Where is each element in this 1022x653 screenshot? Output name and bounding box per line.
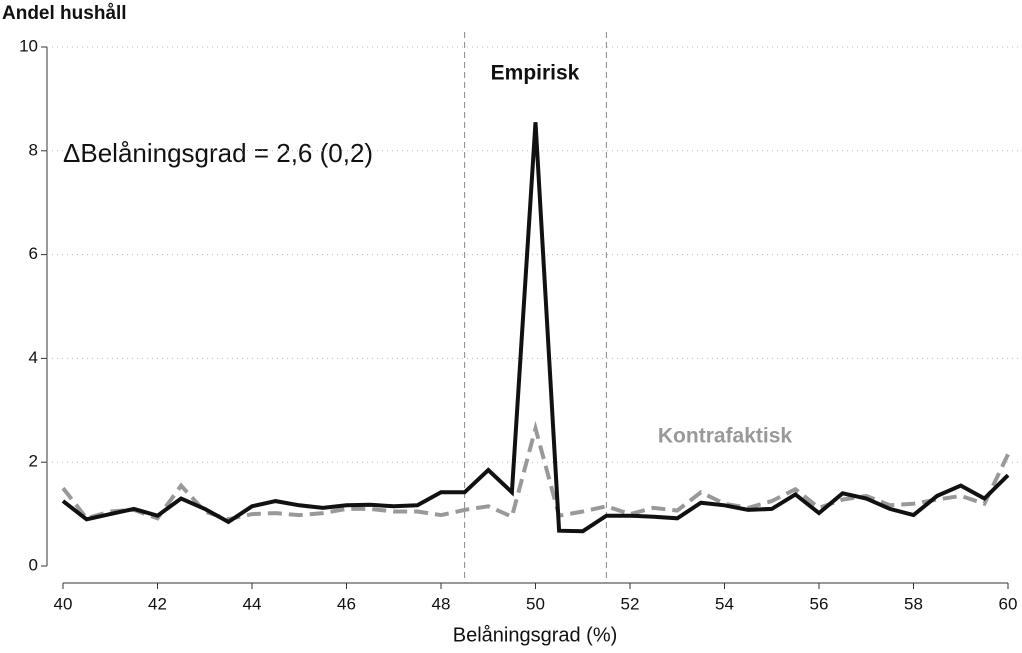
line bbox=[61, 122, 1010, 534]
y-axis-title: Andel hushåll bbox=[2, 3, 127, 24]
series-label: Kontrafaktisk bbox=[658, 425, 793, 448]
x-tick-label: 48 bbox=[432, 594, 451, 613]
x-tick-label: 44 bbox=[243, 594, 262, 613]
x-tick-label: 58 bbox=[904, 594, 923, 613]
x-tick-label: 50 bbox=[526, 594, 545, 613]
x-tick-label: 40 bbox=[54, 594, 73, 613]
y-tick-label: 0 bbox=[29, 555, 38, 574]
annotation: ΔBelåningsgrad = 2,6 (0,2) bbox=[63, 138, 373, 168]
y-tick-label: 2 bbox=[29, 452, 38, 471]
y-tick-label: 8 bbox=[29, 140, 38, 159]
x-tick-label: 56 bbox=[810, 594, 829, 613]
series-label: Empirisk bbox=[491, 62, 580, 85]
y-tick-label: 6 bbox=[29, 244, 38, 263]
x-tick-label: 52 bbox=[621, 594, 640, 613]
y-tick-label: 4 bbox=[29, 348, 38, 367]
x-tick-label: 54 bbox=[715, 594, 734, 613]
y-tick-label: 10 bbox=[19, 36, 38, 55]
x-tick-label: 42 bbox=[148, 594, 167, 613]
x-axis-title: Belåningsgrad (%) bbox=[453, 624, 618, 646]
x-tick-label: 46 bbox=[337, 594, 356, 613]
x-tick-label: 60 bbox=[999, 594, 1018, 613]
line bbox=[61, 420, 1010, 522]
